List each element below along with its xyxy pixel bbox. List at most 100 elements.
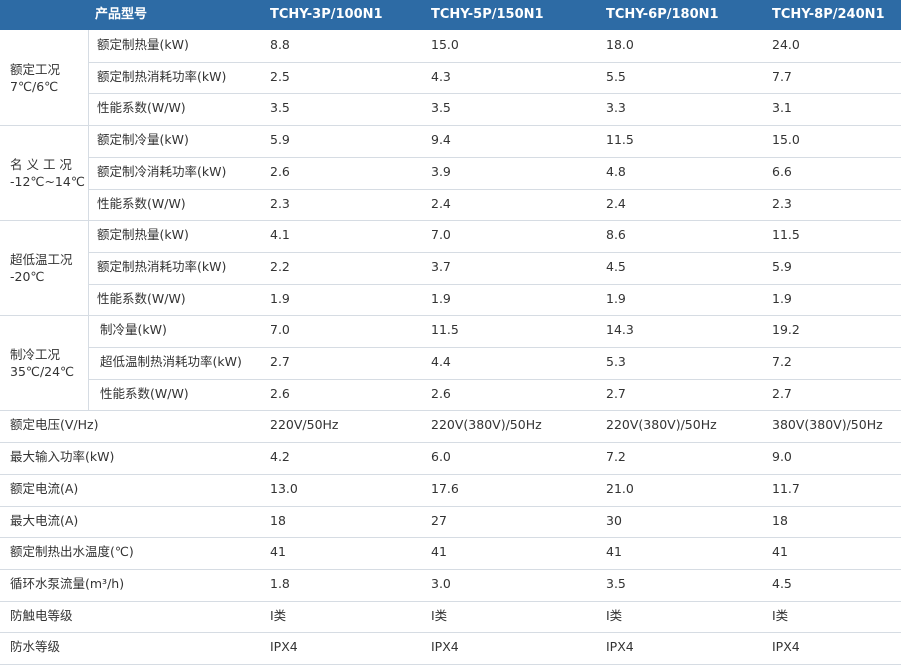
value-cell: 13.0 <box>270 480 298 496</box>
row-label: 最大电流(A) <box>10 512 79 528</box>
row-label: 超低温制热消耗功率(kW) <box>100 354 242 369</box>
row-divider <box>0 505 901 507</box>
value-cell: 2.2 <box>270 258 290 274</box>
group-divider <box>88 315 89 411</box>
group-label-line: -12℃~14℃ <box>10 173 85 189</box>
value-cell: 18.0 <box>606 37 634 52</box>
value-cell: 15.0 <box>772 132 800 148</box>
value-cell: 6.6 <box>772 163 792 179</box>
value-cell: IPX4 <box>270 639 298 655</box>
row-label: 性能系数(W/W) <box>97 100 186 116</box>
row-label: 循环水泵流量(m³/h) <box>10 575 125 591</box>
value-cell: 4.2 <box>270 449 290 465</box>
value-cell: 5.5 <box>606 68 626 84</box>
group-bottom-divider <box>0 410 901 412</box>
row-divider <box>88 251 901 253</box>
row-divider <box>0 632 901 634</box>
value-cell: 4.5 <box>606 258 626 274</box>
value-cell: 4.3 <box>431 68 451 84</box>
table-header: 产品型号 TCHY-3P/100N1 TCHY-5P/150N1 TCHY-6P… <box>0 0 901 30</box>
value-cell: IPX4 <box>772 639 800 655</box>
value-cell: I类 <box>270 607 287 623</box>
value-cell: IPX4 <box>431 639 459 655</box>
group-label: 制冷工况 35℃/24℃ <box>10 346 74 380</box>
group-divider <box>88 125 89 221</box>
group-label-line: 制冷工况 <box>10 346 61 362</box>
group-label-line: 超低温工况 <box>10 251 73 267</box>
value-cell: 4.8 <box>606 163 626 179</box>
value-cell: 220V(380V)/50Hz <box>431 417 542 433</box>
value-cell: 4.1 <box>270 227 290 243</box>
value-cell: 9.0 <box>772 449 792 465</box>
value-cell: 7.0 <box>431 227 451 243</box>
row-label: 性能系数(W/W) <box>97 195 186 211</box>
group-divider <box>88 220 89 316</box>
row-label: 最大输入功率(kW) <box>10 449 115 465</box>
value-cell: 9.4 <box>431 132 451 148</box>
value-cell: 2.6 <box>270 385 290 401</box>
value-cell: 3.3 <box>606 100 626 116</box>
value-cell: 3.5 <box>606 575 626 591</box>
row-divider <box>88 378 901 380</box>
value-cell: 8.8 <box>270 37 290 52</box>
row-divider <box>0 473 901 475</box>
row-divider <box>0 568 901 570</box>
value-cell: 3.1 <box>772 100 792 116</box>
value-cell: 4.5 <box>772 575 792 591</box>
row-label: 额定制热量(kW) <box>97 37 189 52</box>
value-cell: 5.9 <box>772 258 792 274</box>
value-cell: 11.7 <box>772 480 800 496</box>
row-label: 制冷量(kW) <box>100 322 167 338</box>
value-cell: 41 <box>431 544 447 560</box>
group-bottom-divider <box>0 220 901 222</box>
value-cell: 2.4 <box>431 195 451 211</box>
group-label: 超低温工况 -20℃ <box>10 251 73 285</box>
value-cell: 30 <box>606 512 622 528</box>
row-label: 额定电流(A) <box>10 480 79 496</box>
row-divider <box>88 156 901 158</box>
value-cell: 2.4 <box>606 195 626 211</box>
header-model-4: TCHY-8P/240N1 <box>772 7 885 22</box>
group-label-line: -20℃ <box>10 268 45 284</box>
value-cell: 27 <box>431 512 447 528</box>
value-cell: 18 <box>772 512 788 528</box>
header-model-1: TCHY-3P/100N1 <box>270 7 383 22</box>
value-cell: 220V/50Hz <box>270 417 339 433</box>
value-cell: I类 <box>606 607 623 623</box>
value-cell: 4.4 <box>431 354 451 369</box>
group-label-line: 35℃/24℃ <box>10 363 75 379</box>
value-cell: 3.0 <box>431 575 451 591</box>
value-cell: 18 <box>270 512 286 528</box>
value-cell: 24.0 <box>772 37 800 52</box>
row-divider <box>88 93 901 95</box>
group-label-line: 额定工况 <box>10 61 61 77</box>
value-cell: 5.3 <box>606 354 626 369</box>
value-cell: 8.6 <box>606 227 626 243</box>
row-label: 额定制冷消耗功率(kW) <box>97 163 227 179</box>
value-cell: 7.0 <box>270 322 290 338</box>
value-cell: IPX4 <box>606 639 634 655</box>
value-cell: 1.9 <box>772 290 792 306</box>
value-cell: 41 <box>270 544 286 560</box>
value-cell: 41 <box>606 544 622 560</box>
value-cell: 380V(380V)/50Hz <box>772 417 883 433</box>
value-cell: I类 <box>772 607 789 623</box>
row-label: 性能系数(W/W) <box>97 290 186 306</box>
value-cell: 14.3 <box>606 322 634 338</box>
value-cell: I类 <box>431 607 448 623</box>
row-label: 额定制热消耗功率(kW) <box>97 68 227 84</box>
value-cell: 2.3 <box>772 195 792 211</box>
value-cell: 1.9 <box>606 290 626 306</box>
value-cell: 5.9 <box>270 132 290 148</box>
row-label: 防触电等级 <box>10 607 73 623</box>
row-label: 防水等级 <box>10 639 61 655</box>
group-bottom-divider <box>0 125 901 127</box>
row-divider <box>0 537 901 539</box>
row-divider <box>88 347 901 348</box>
value-cell: 17.6 <box>431 480 459 496</box>
value-cell: 11.5 <box>431 322 459 338</box>
header-title: 产品型号 <box>95 7 148 22</box>
row-label: 额定电压(V/Hz) <box>10 417 99 433</box>
value-cell: 15.0 <box>431 37 459 52</box>
